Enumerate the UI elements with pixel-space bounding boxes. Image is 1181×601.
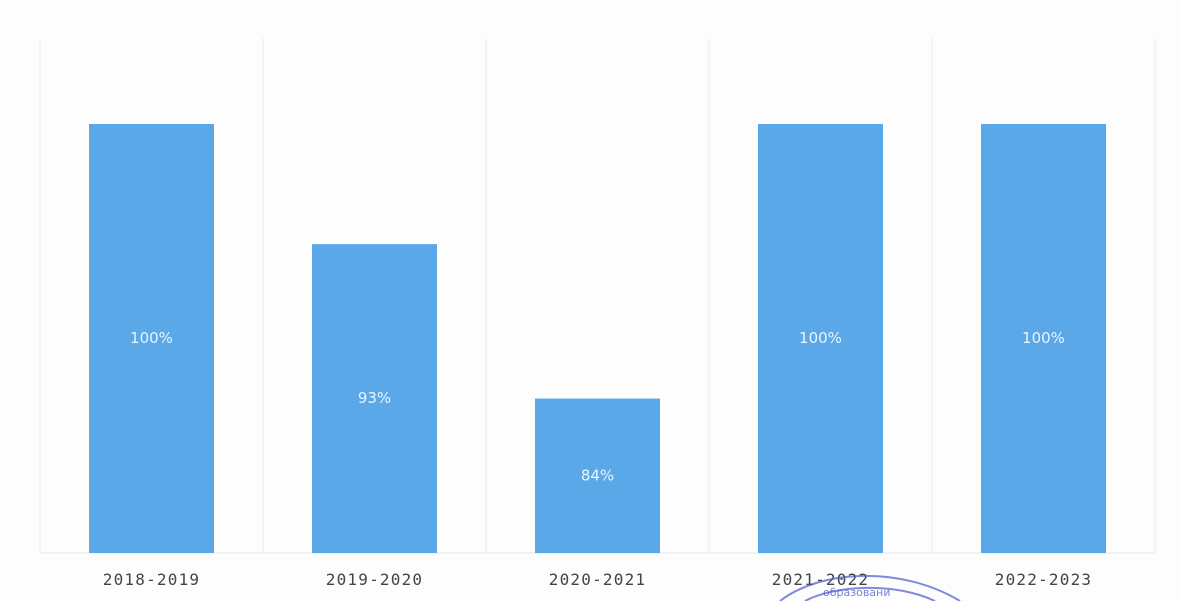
bar-2021-2022 xyxy=(758,124,883,553)
bar-2018-2019 xyxy=(89,124,214,553)
x-tick-label-2020-2021: 2020-2021 xyxy=(549,570,647,589)
bar-2022-2023 xyxy=(981,124,1106,553)
x-tick-label-2022-2023: 2022-2023 xyxy=(995,570,1093,589)
bar-2020-2021 xyxy=(535,398,660,553)
stamp-seal: образовани xyxy=(779,574,961,601)
data-label-2020-2021: 84% xyxy=(581,466,614,484)
bars-layer xyxy=(89,124,1106,553)
data-label-2022-2023: 100% xyxy=(1022,329,1065,347)
x-tick-label-2021-2022: 2021-2022 xyxy=(772,570,870,589)
stamp-ring-outer xyxy=(779,574,961,601)
stamp-text: образовани xyxy=(823,586,890,599)
x-tick-label-2018-2019: 2018-2019 xyxy=(103,570,201,589)
data-label-2019-2020: 93% xyxy=(358,389,391,407)
data-label-2018-2019: 100% xyxy=(130,329,173,347)
labels-layer: 100% 93% 84% 100% 100% xyxy=(130,329,1065,484)
stamp-ring-inner xyxy=(804,586,936,601)
x-tick-label-2019-2020: 2019-2020 xyxy=(326,570,424,589)
ticks-layer: 2018-2019 2019-2020 2020-2021 2021-2022 2022… xyxy=(103,570,1093,589)
bar-2019-2020 xyxy=(312,244,437,553)
data-label-2021-2022: 100% xyxy=(799,329,842,347)
